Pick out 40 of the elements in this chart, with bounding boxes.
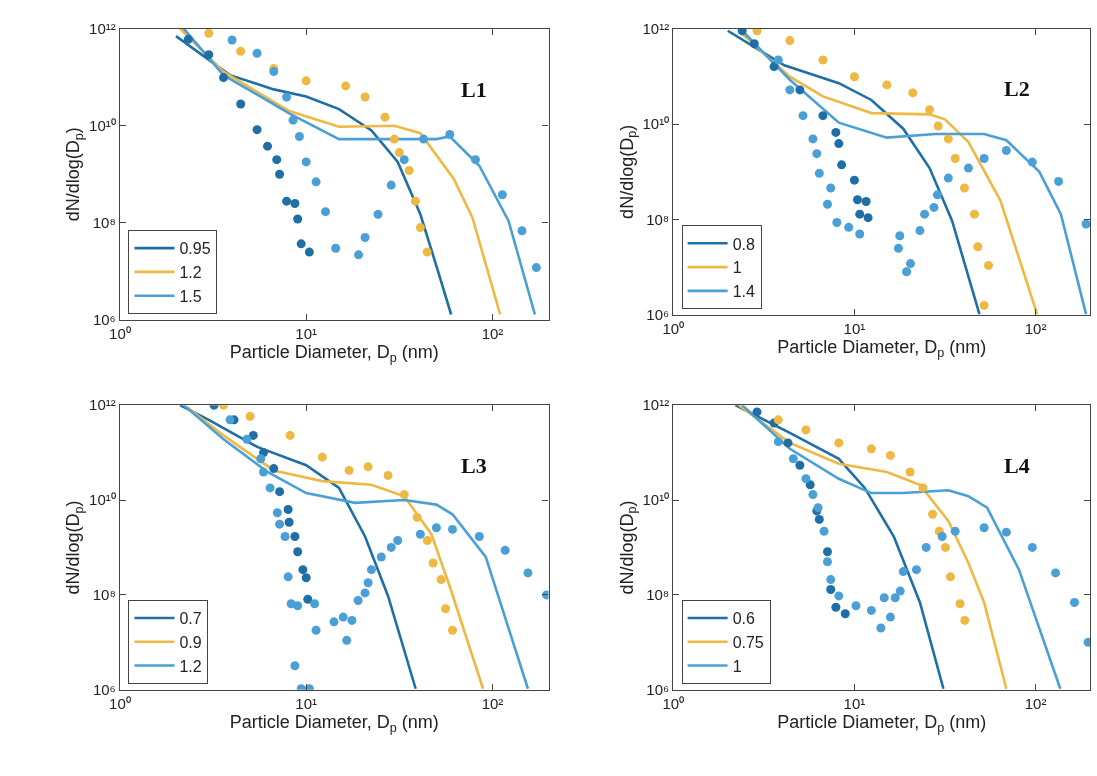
annotation: L2 (1004, 76, 1030, 101)
x-axis-title: Particle Diameter, D$_{p}$ (nm) (777, 711, 987, 735)
legend-label: 1.2 (179, 264, 202, 282)
legend-label: 1 (732, 259, 742, 277)
legend-label: 1 (732, 657, 742, 675)
x-tick-label: 10¹ (843, 694, 866, 712)
x-tick-label: 10² (481, 325, 504, 343)
legend-label: 1.2 (179, 657, 202, 675)
x-tick-label: 10² (1024, 694, 1047, 712)
legend-label: 1.5 (179, 287, 202, 305)
legend-label: 0.8 (732, 235, 755, 253)
y-tick-label: 10¹⁰ (642, 115, 670, 133)
x-axis-title: Particle Diameter, D$_{p}$ (nm) (229, 342, 439, 366)
x-tick-label: 10¹ (843, 320, 866, 338)
y-tick-label: 10¹² (642, 19, 670, 37)
x-axis-title: Particle Diameter, D$_{p}$ (nm) (229, 711, 439, 735)
x-axis-title: Particle Diameter, D$_{p}$ (nm) (777, 337, 987, 361)
legend-label: 0.7 (179, 610, 202, 628)
legend-label: 0.9 (179, 634, 202, 651)
x-tick-label: 10² (481, 694, 504, 712)
legend-label: 0.6 (732, 610, 755, 628)
y-tick-label: 10¹⁰ (642, 491, 670, 509)
y-tick-label: 10¹² (642, 396, 670, 414)
x-tick-label: 10¹ (295, 325, 318, 343)
legend-label: 1.4 (732, 283, 755, 301)
y-tick-label: 10¹² (89, 19, 116, 37)
y-tick-label: 10¹⁰ (89, 116, 116, 134)
y-tick-label: 10⁸ (646, 586, 670, 604)
y-tick-label: 10⁸ (92, 214, 116, 232)
annotation: L4 (1004, 453, 1030, 478)
y-tick-label: 10¹⁰ (89, 491, 116, 509)
legend-label: 0.75 (732, 634, 764, 651)
annotation: L3 (461, 453, 487, 478)
x-tick-label: 10² (1024, 320, 1047, 338)
y-tick-label: 10⁸ (92, 586, 116, 604)
y-tick-label: 10¹² (89, 396, 116, 414)
y-tick-label: 10⁸ (646, 210, 670, 228)
annotation: L1 (461, 77, 487, 102)
x-tick-label: 10¹ (295, 694, 318, 712)
legend-label: 0.95 (179, 240, 211, 258)
